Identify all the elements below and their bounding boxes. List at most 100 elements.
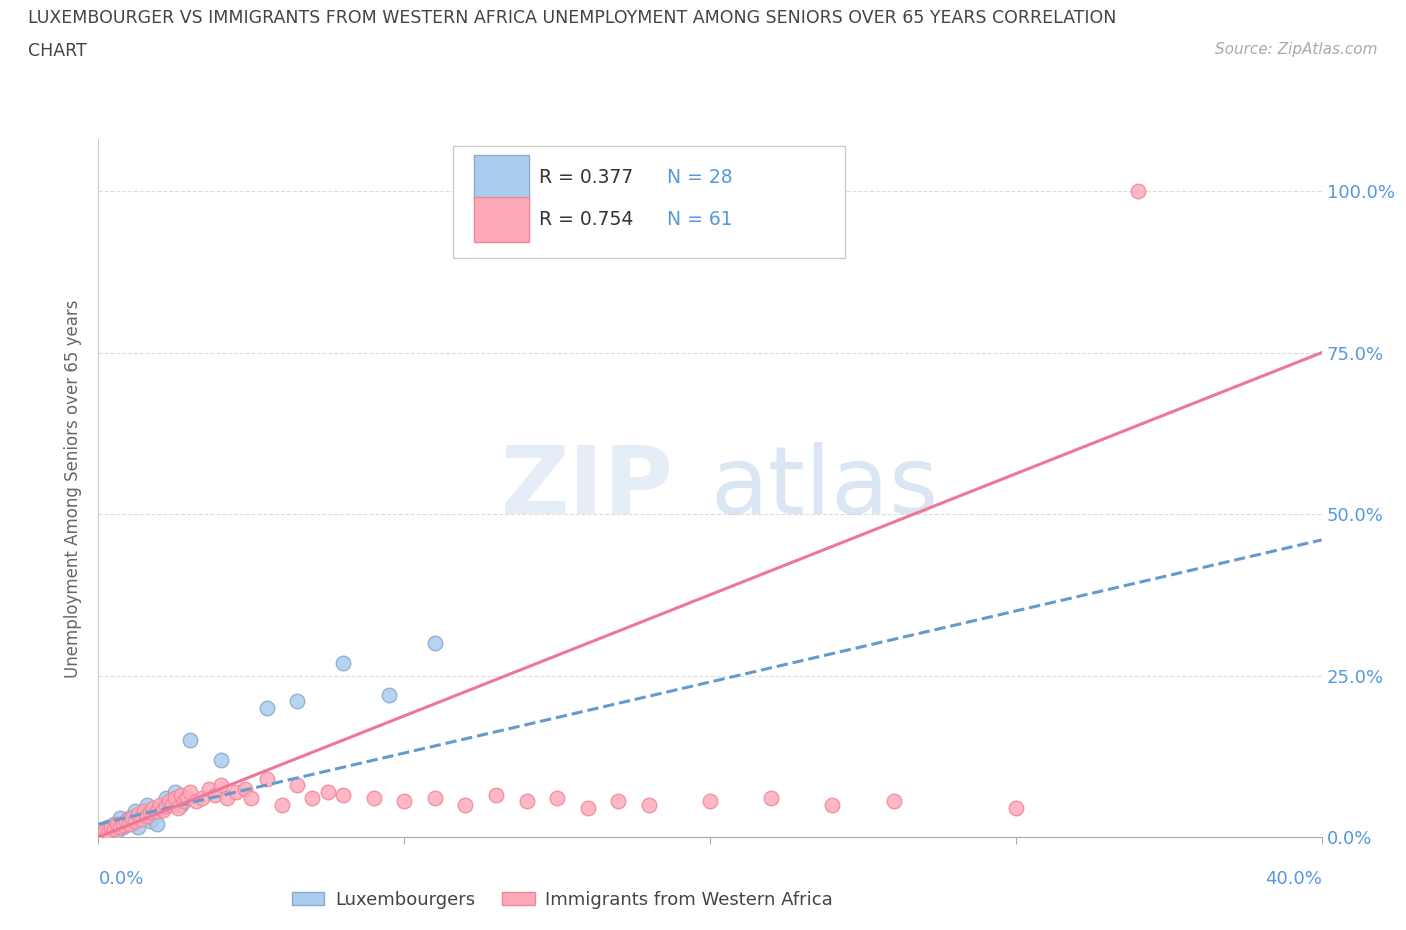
Point	[256, 700, 278, 715]
Point	[149, 797, 172, 812]
Point	[576, 801, 599, 816]
Text: R = 0.377: R = 0.377	[538, 168, 633, 187]
Point	[170, 788, 193, 803]
Point	[121, 810, 143, 825]
Point	[111, 818, 134, 833]
Text: CHART: CHART	[28, 42, 87, 60]
Point	[423, 790, 446, 805]
Point	[118, 810, 141, 825]
Point	[100, 827, 122, 842]
Legend: Luxembourgers, Immigrants from Western Africa: Luxembourgers, Immigrants from Western A…	[284, 884, 841, 916]
Point	[160, 797, 183, 812]
Text: N = 28: N = 28	[668, 168, 733, 187]
Point	[332, 788, 354, 803]
Point	[883, 794, 905, 809]
Point	[173, 794, 195, 809]
Point	[176, 790, 198, 805]
Point	[270, 797, 292, 812]
Point	[179, 733, 201, 748]
Point	[699, 794, 721, 809]
Point	[97, 820, 120, 835]
Point	[115, 814, 138, 829]
Point	[134, 804, 156, 818]
FancyBboxPatch shape	[453, 147, 845, 259]
Point	[1004, 801, 1026, 816]
Point	[134, 807, 156, 822]
Point	[423, 636, 446, 651]
Point	[191, 790, 214, 805]
Text: R = 0.754: R = 0.754	[538, 210, 633, 229]
Point	[301, 790, 323, 805]
Point	[163, 784, 186, 799]
Point	[90, 827, 112, 842]
Point	[332, 656, 354, 671]
Point	[90, 823, 112, 838]
Point	[197, 781, 219, 796]
Point	[155, 790, 177, 805]
Text: ZIP: ZIP	[501, 443, 673, 534]
Point	[105, 817, 128, 831]
Point	[127, 807, 149, 822]
Point	[124, 804, 146, 818]
Point	[111, 820, 134, 835]
Point	[155, 799, 177, 814]
Point	[103, 822, 125, 837]
Point	[454, 797, 477, 812]
Point	[285, 694, 308, 709]
Point	[163, 790, 186, 805]
Point	[142, 810, 165, 825]
Y-axis label: Unemployment Among Seniors over 65 years: Unemployment Among Seniors over 65 years	[65, 299, 83, 677]
Point	[215, 790, 238, 805]
Point	[145, 804, 167, 818]
Point	[108, 810, 131, 825]
Point	[233, 781, 256, 796]
Point	[179, 784, 201, 799]
Point	[129, 812, 152, 827]
Point	[1128, 184, 1150, 199]
Point	[821, 797, 844, 812]
Text: atlas: atlas	[710, 443, 938, 534]
Point	[759, 790, 782, 805]
Point	[93, 823, 115, 838]
Point	[105, 823, 128, 838]
Point	[108, 820, 131, 835]
Point	[142, 801, 165, 816]
Point	[256, 772, 278, 787]
Text: Source: ZipAtlas.com: Source: ZipAtlas.com	[1215, 42, 1378, 57]
FancyBboxPatch shape	[474, 197, 529, 243]
Point	[637, 797, 661, 812]
Point	[209, 777, 232, 792]
Point	[100, 820, 122, 835]
Text: LUXEMBOURGER VS IMMIGRANTS FROM WESTERN AFRICA UNEMPLOYMENT AMONG SENIORS OVER 6: LUXEMBOURGER VS IMMIGRANTS FROM WESTERN …	[28, 9, 1116, 27]
Point	[209, 752, 232, 767]
Point	[157, 794, 180, 809]
Point	[127, 820, 149, 835]
Point	[121, 817, 143, 831]
Point	[149, 801, 172, 816]
Point	[136, 797, 159, 812]
Point	[363, 790, 385, 805]
Point	[170, 797, 193, 812]
Point	[136, 808, 159, 823]
Point	[118, 817, 141, 831]
Point	[285, 777, 308, 792]
FancyBboxPatch shape	[474, 155, 529, 201]
Point	[485, 788, 508, 803]
Point	[139, 814, 162, 829]
Point	[546, 790, 568, 805]
Point	[186, 794, 208, 809]
Point	[139, 805, 162, 820]
Point	[103, 817, 125, 831]
Point	[316, 784, 339, 799]
Point	[225, 784, 247, 799]
Point	[240, 790, 263, 805]
Text: 0.0%: 0.0%	[98, 870, 143, 887]
Text: 40.0%: 40.0%	[1265, 870, 1322, 887]
Text: N = 61: N = 61	[668, 210, 733, 229]
Point	[124, 814, 146, 829]
Point	[145, 817, 167, 831]
Point	[204, 788, 226, 803]
Point	[378, 687, 401, 702]
Point	[152, 803, 174, 817]
Point	[115, 814, 138, 829]
